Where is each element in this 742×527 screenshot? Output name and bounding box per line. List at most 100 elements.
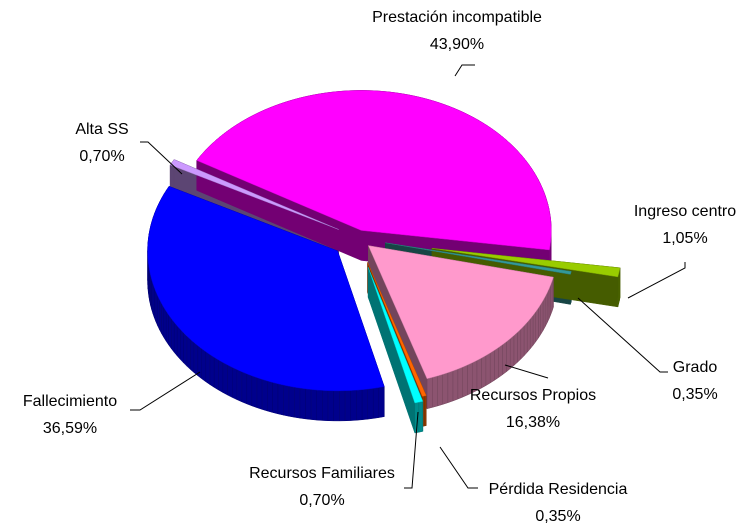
slice-label: Alta SS xyxy=(75,121,128,138)
leader-line xyxy=(577,297,668,373)
slice xyxy=(196,90,552,251)
slice-side xyxy=(489,349,495,384)
slice-side xyxy=(494,347,499,381)
slice-side xyxy=(316,389,323,421)
slice-side xyxy=(251,375,258,409)
slice-side xyxy=(161,302,165,339)
slice-side xyxy=(163,306,167,343)
slice-side xyxy=(520,325,525,360)
slice-side xyxy=(168,314,172,350)
slice-label: Pérdida Residencia xyxy=(489,481,628,498)
slice-side xyxy=(367,388,374,420)
slice-side xyxy=(305,388,312,420)
slice-side xyxy=(155,291,158,326)
slice-side xyxy=(299,387,306,420)
slice xyxy=(169,159,339,230)
slice-side xyxy=(176,325,181,361)
slice-label: Prestación incompatible xyxy=(372,9,542,26)
slice-side xyxy=(333,390,340,422)
slice-side xyxy=(544,292,548,327)
slice-value: 0,35% xyxy=(535,508,580,525)
slice-side xyxy=(535,307,539,343)
slice xyxy=(367,245,554,380)
slice-side xyxy=(261,379,268,412)
slice-side xyxy=(481,355,487,389)
slice-side xyxy=(432,375,438,408)
slice-side xyxy=(197,345,203,380)
leader-line xyxy=(404,411,419,489)
slice-side xyxy=(378,386,385,418)
slice-side xyxy=(218,359,224,394)
slice-side xyxy=(201,348,207,383)
slice-value: 43,90% xyxy=(430,36,484,53)
slice-value: 0,70% xyxy=(299,492,344,509)
slice-label: Recursos Familiares xyxy=(249,465,395,482)
slice xyxy=(147,186,385,392)
slice-label: Grado xyxy=(673,359,718,376)
slice-side xyxy=(447,370,454,404)
slice-side xyxy=(546,288,550,324)
slice-side xyxy=(498,344,503,379)
slice xyxy=(367,267,424,404)
slice-side xyxy=(476,357,482,391)
leader-line xyxy=(627,262,686,299)
pie-tops xyxy=(147,90,621,404)
slice-side xyxy=(502,341,507,376)
slice-side xyxy=(542,295,546,332)
slice-side xyxy=(327,390,334,422)
slice-side xyxy=(294,386,301,419)
slice-side xyxy=(227,364,233,398)
labels: Prestación incompatible 43,90% Ingreso cen… xyxy=(23,9,736,525)
leader-line xyxy=(439,446,478,489)
slice-label: Fallecimiento xyxy=(23,393,117,410)
slice-side xyxy=(171,317,175,354)
slice-side xyxy=(344,390,351,422)
slice-side xyxy=(232,367,238,401)
slice-side xyxy=(180,328,184,364)
slice-side xyxy=(159,299,162,334)
slice-side xyxy=(426,377,433,410)
slice-value: 1,05% xyxy=(662,230,707,247)
slice-side xyxy=(437,374,443,407)
slice-side xyxy=(165,310,169,346)
slice xyxy=(431,248,621,278)
slice-side xyxy=(310,389,317,421)
slice-side xyxy=(523,321,528,357)
slice-side xyxy=(272,382,279,415)
slice-side xyxy=(256,377,263,410)
slice xyxy=(385,242,572,275)
slice-side xyxy=(442,372,449,405)
slice-side xyxy=(173,321,178,357)
slice-side xyxy=(485,352,491,387)
slice-side xyxy=(339,390,346,422)
slice-side xyxy=(183,332,188,367)
slice-side xyxy=(222,362,228,396)
slice xyxy=(367,262,427,397)
leader-line xyxy=(130,371,201,411)
slice-side xyxy=(424,395,427,427)
slice-label: Ingreso centro xyxy=(634,203,736,220)
slice-side xyxy=(213,356,219,391)
slice-side xyxy=(462,364,468,398)
slice-side xyxy=(538,303,541,339)
slice-side xyxy=(190,338,195,374)
slice-side xyxy=(267,380,273,413)
slice-side xyxy=(186,335,191,371)
slice-value: 0,35% xyxy=(672,386,717,403)
slice-side xyxy=(418,401,424,433)
slice-side xyxy=(277,383,284,416)
slice-value: 36,59% xyxy=(43,420,97,437)
slice-side xyxy=(322,390,329,421)
slice-side xyxy=(288,385,295,418)
slice-label: Recursos Propios xyxy=(470,387,596,404)
slice-side xyxy=(513,331,518,367)
slice-side xyxy=(540,299,544,336)
slice-side xyxy=(532,310,537,347)
slice-side xyxy=(283,384,290,417)
slice-value: 0,70% xyxy=(79,148,124,165)
slice-side xyxy=(209,354,215,388)
slice-side xyxy=(157,295,160,330)
slice-side xyxy=(517,328,522,363)
slice-side xyxy=(509,335,515,370)
